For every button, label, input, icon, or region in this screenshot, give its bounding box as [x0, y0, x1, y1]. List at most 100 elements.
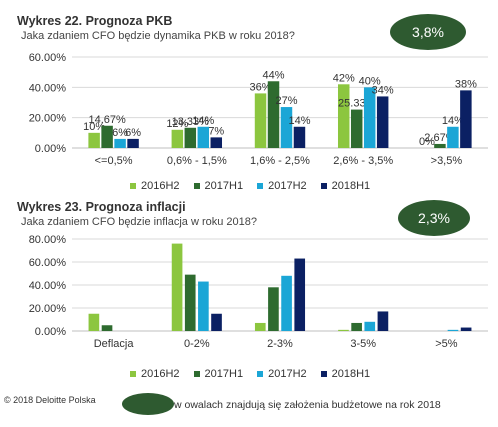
- bar-2016H2-3: [338, 329, 349, 331]
- bar-2017H1-2: [267, 81, 280, 148]
- legend-swatch: [130, 183, 136, 189]
- chart1-title: Wykres 22. Prognoza PKB: [17, 14, 173, 28]
- data-label: 6%: [125, 127, 141, 139]
- legend-item: 2018H1: [320, 368, 371, 380]
- data-label: 13.33%: [172, 116, 210, 128]
- legend-item: 2017H1: [193, 368, 243, 380]
- bar-2016H2-3: [337, 84, 350, 148]
- y-tick-label: 0.00%: [35, 143, 66, 155]
- bar-2018H1-1: [211, 313, 222, 331]
- copyright: © 2018 Deloitte Polska: [4, 395, 96, 405]
- bar-2016H2-2: [254, 93, 267, 148]
- data-label: 7%: [208, 125, 224, 137]
- data-label: 14.67%: [88, 114, 126, 126]
- data-label: 34%: [372, 84, 394, 96]
- bar-2017H2-3: [363, 87, 376, 148]
- bar-2018H1-2: [293, 126, 306, 148]
- chart2-legend: 2016H2 2017H1 2017H2 2018H1: [130, 368, 384, 380]
- bar-2016H2-0: [88, 132, 100, 148]
- footer-note: w owalach znajdują się założenia budżeto…: [174, 399, 441, 411]
- x-tick-label: >5%: [435, 338, 458, 350]
- legend-swatch: [130, 371, 136, 377]
- chart1-plot: 0.00% 20.00% 40.00% 60.00% 10%14.67%6%6% <=0,…: [29, 52, 488, 167]
- bar-2018H1-0: [127, 138, 139, 148]
- x-tick-label: 1,6% - 2,5%: [250, 155, 310, 167]
- legend-item: 2017H2: [257, 368, 307, 380]
- data-label: 10%: [83, 121, 105, 133]
- chart2-badge: 2,3%: [398, 200, 470, 236]
- data-label: 44%: [262, 69, 284, 81]
- bar-2016H2-2: [254, 322, 266, 331]
- bar-2016H2-1: [171, 129, 184, 148]
- bar-2017H2-1: [197, 126, 210, 148]
- data-label: 40%: [359, 75, 381, 87]
- bar-2017H2-4: [447, 329, 459, 331]
- legend-swatch: [257, 183, 264, 189]
- chart1-subtitle: Jaka zdaniem CFO będzie dynamika PKB w r…: [21, 30, 295, 42]
- bar-2016H2-1: [171, 243, 183, 331]
- bar-2018H1-1: [210, 137, 223, 148]
- legend-item: 2016H2: [130, 368, 180, 380]
- bar-2017H2-3: [364, 321, 376, 331]
- legend-swatch: [257, 371, 264, 377]
- bar-2018H1-3: [376, 96, 389, 148]
- bar-2016H2-0: [88, 313, 100, 331]
- bar-2017H1-2: [268, 287, 279, 331]
- legend-label: 2018H1: [331, 368, 371, 380]
- bar-2017H2-0: [114, 138, 126, 148]
- bar-2018H1-3: [377, 311, 389, 331]
- bar-2017H1-0: [101, 325, 113, 331]
- bar-2018H1-4: [460, 327, 472, 331]
- legend-label: 2016H2: [141, 180, 180, 192]
- y-tick-label: 0.00%: [35, 326, 66, 338]
- data-label: 14%: [442, 115, 464, 127]
- x-tick-label: 3-5%: [350, 338, 376, 350]
- x-tick-label: 2,6% - 3,5%: [333, 155, 393, 167]
- legend-item: 2018H1: [320, 180, 371, 192]
- data-label: 38%: [455, 78, 477, 90]
- chart2-title: Wykres 23. Prognoza inflacji: [17, 200, 186, 214]
- x-tick-label: Deflacja: [94, 338, 135, 350]
- bar-2018H1-4: [460, 90, 472, 148]
- data-label: 42%: [333, 72, 355, 84]
- budget-oval-marker: [122, 393, 174, 415]
- data-label: 36%: [250, 81, 272, 93]
- x-tick-label: 0,6% - 1,5%: [167, 155, 227, 167]
- bar-2017H2-1: [198, 281, 209, 331]
- y-tick-label: 40.00%: [29, 82, 67, 94]
- legend-label: 2018H1: [331, 180, 371, 192]
- data-label: 14%: [288, 115, 310, 127]
- chart1-badge: 3,8%: [390, 14, 466, 50]
- bar-2017H2-4: [447, 126, 459, 148]
- x-tick-label: 0-2%: [184, 338, 210, 350]
- y-tick-label: 20.00%: [29, 303, 67, 315]
- bar-2017H1-3: [350, 109, 363, 148]
- bar-2017H1-1: [184, 274, 196, 331]
- legend-label: 2016H2: [141, 368, 180, 380]
- data-label: 27%: [275, 95, 297, 107]
- y-tick-label: 60.00%: [29, 257, 67, 269]
- legend-item: 2017H1: [193, 180, 244, 192]
- chart1-legend: 2016H2 2017H1 2017H2 2018H1: [130, 180, 384, 192]
- chart2-subtitle: Jaka zdaniem CFO będzie inflacja w roku …: [21, 216, 258, 228]
- x-tick-label: >3,5%: [431, 155, 463, 167]
- x-tick-label: 2-3%: [267, 338, 293, 350]
- legend-swatch: [320, 183, 327, 189]
- data-label: 0%: [419, 136, 435, 148]
- y-tick-label: 40.00%: [29, 280, 67, 292]
- legend-label: 2017H1: [204, 180, 244, 192]
- legend-swatch: [320, 371, 327, 377]
- bar-2018H1-2: [294, 258, 306, 331]
- legend-label: 2017H2: [268, 180, 307, 192]
- x-tick-label: <=0,5%: [95, 155, 133, 167]
- data-label: 14%: [192, 115, 214, 127]
- bar-2017H1-4: [434, 143, 446, 148]
- legend-swatch: [193, 183, 200, 189]
- legend-item: 2016H2: [130, 180, 180, 192]
- bar-2017H1-1: [184, 127, 197, 148]
- bar-2017H2-2: [280, 107, 293, 148]
- data-label: 6%: [112, 127, 128, 139]
- bar-2017H1-3: [351, 322, 362, 331]
- legend-swatch: [193, 371, 200, 377]
- y-tick-label: 20.00%: [29, 113, 67, 125]
